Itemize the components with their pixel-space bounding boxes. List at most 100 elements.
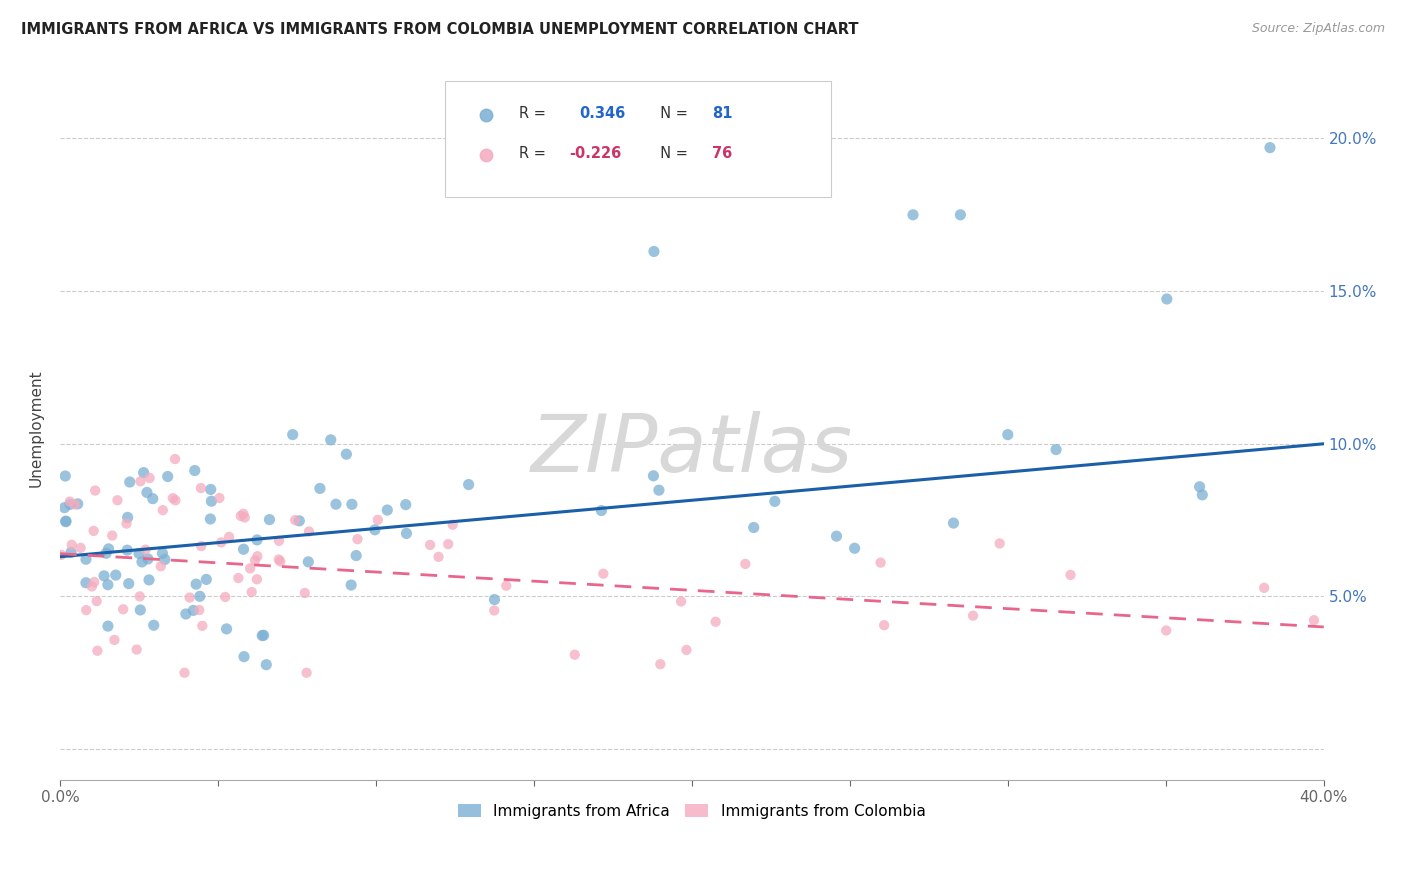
Point [138, 573, 160, 587]
Point [650, 657, 672, 672]
Point [83, 574, 105, 589]
Point [104, 568, 127, 582]
Point [75, 603, 97, 617]
Point [734, 557, 756, 571]
Point [152, 546, 174, 560]
Point [51, 548, 73, 562]
Point [165, 452, 187, 467]
Point [246, 572, 269, 586]
Point [152, 503, 174, 517]
Point [246, 533, 269, 547]
Point [173, 665, 195, 680]
Point [591, 503, 613, 517]
Point [267, 533, 290, 548]
Point [97, 619, 120, 633]
Point [97, 577, 120, 591]
Point [233, 649, 256, 664]
Point [138, 471, 160, 485]
Point [254, 657, 277, 672]
Point [190, 539, 212, 553]
Point [267, 552, 290, 566]
Point [80, 579, 103, 593]
Point [949, 208, 972, 222]
Point [174, 607, 197, 621]
Point [1188, 480, 1211, 494]
Point [229, 508, 252, 523]
Point [59, 497, 82, 511]
Point [246, 549, 269, 564]
Point [200, 512, 222, 526]
Point [592, 566, 614, 581]
Point [69, 541, 91, 555]
Point [60, 545, 83, 559]
Point [297, 555, 319, 569]
Point [844, 541, 866, 556]
Text: N =: N = [651, 145, 693, 161]
Point [232, 542, 254, 557]
Point [873, 618, 896, 632]
Point [132, 466, 155, 480]
Point [215, 622, 238, 636]
Text: R =: R = [519, 105, 555, 120]
Text: R =: R = [519, 145, 550, 161]
Point [675, 643, 697, 657]
Point [1258, 141, 1281, 155]
Point [346, 532, 368, 546]
Point [86, 594, 108, 608]
Point [1303, 613, 1326, 627]
Point [1253, 581, 1275, 595]
Point [118, 475, 141, 489]
Point [142, 618, 165, 632]
Point [484, 592, 506, 607]
Point [1191, 488, 1213, 502]
Point [94, 546, 117, 560]
Point [1154, 624, 1177, 638]
Point [648, 483, 671, 498]
Point [763, 494, 786, 508]
Point [63, 497, 86, 511]
Point [183, 603, 205, 617]
Point [869, 556, 891, 570]
Point [669, 594, 692, 608]
Point [115, 543, 138, 558]
Point [191, 619, 214, 633]
Point [142, 491, 165, 506]
Point [136, 552, 159, 566]
Point [367, 513, 389, 527]
Point [997, 427, 1019, 442]
Point [131, 555, 153, 569]
Point [153, 552, 176, 566]
Point [375, 503, 398, 517]
Point [136, 485, 159, 500]
Point [86, 644, 108, 658]
Text: -0.226: -0.226 [569, 145, 621, 161]
Point [233, 510, 256, 524]
Point [643, 244, 665, 259]
Point [340, 497, 363, 511]
Point [179, 591, 201, 605]
Point [395, 498, 418, 512]
Text: 76: 76 [711, 145, 733, 161]
Text: 81: 81 [711, 105, 733, 120]
Point [239, 561, 262, 575]
Point [240, 585, 263, 599]
Point [742, 520, 765, 534]
Point [704, 615, 727, 629]
Point [93, 569, 115, 583]
Point [118, 576, 141, 591]
Point [942, 516, 965, 530]
Point [419, 538, 441, 552]
Point [962, 608, 984, 623]
Point [427, 549, 450, 564]
Point [437, 537, 460, 551]
Point [135, 542, 157, 557]
Point [75, 575, 97, 590]
Point [295, 665, 318, 680]
Point [128, 546, 150, 560]
Point [55, 515, 77, 529]
Point [288, 514, 311, 528]
Point [319, 433, 342, 447]
Point [232, 507, 254, 521]
Point [112, 602, 135, 616]
Point [250, 629, 273, 643]
